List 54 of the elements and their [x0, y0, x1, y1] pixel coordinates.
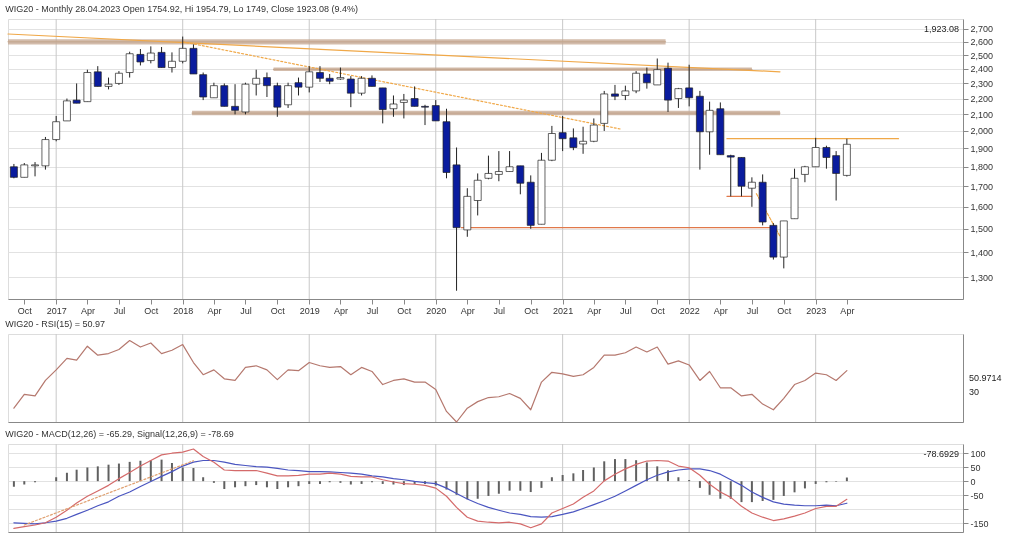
y-tick-label: 2,600 — [970, 37, 994, 48]
x-tick-label: Oct — [524, 305, 539, 316]
x-tick-label: Apr — [460, 305, 475, 316]
x-tick-label: 2023 — [806, 305, 827, 316]
y-tick-label: 2,400 — [970, 64, 994, 75]
y-tick-label: 2,000 — [970, 126, 994, 137]
x-tick-label: Apr — [840, 305, 855, 316]
x-tick-label: Jul — [240, 305, 252, 316]
x-tick-label: Jul — [620, 305, 632, 316]
y-tick-label: -150 — [970, 518, 989, 529]
x-tick-label: 2019 — [299, 305, 320, 316]
x-tick-label: 2018 — [173, 305, 194, 316]
x-tick-label: Oct — [397, 305, 412, 316]
y-tick-label: -50 — [970, 490, 984, 501]
x-tick-label: Oct — [144, 305, 159, 316]
x-tick-label: Apr — [333, 305, 348, 316]
x-tick-label: Oct — [777, 305, 792, 316]
x-tick-label: 2020 — [426, 305, 447, 316]
x-tick-label: Apr — [80, 305, 95, 316]
y-tick-label: 1,900 — [970, 143, 994, 154]
x-tick-label: Apr — [713, 305, 728, 316]
y-tick-label: 2,700 — [970, 24, 994, 35]
x-tick-label: Oct — [270, 305, 286, 316]
chart-title: WIG20 - Monthly 28.04.2023 Open 1754.92, Hi 1954.79, Lo 1749, Close 1923.08 (9.4%) — [5, 4, 358, 15]
y-tick-label: 1,700 — [970, 181, 994, 192]
y-tick-label: 50 — [970, 462, 981, 473]
y-tick-label: 0 — [970, 476, 976, 487]
x-tick-label: 2017 — [46, 305, 67, 316]
x-tick-label: Jul — [493, 305, 506, 316]
y-tick-label: 2,200 — [970, 94, 994, 105]
x-tick-label: Oct — [17, 305, 33, 316]
x-tick-label: 2021 — [553, 305, 574, 316]
y-tick-label: 2,100 — [970, 109, 994, 120]
x-tick-label: Jul — [366, 305, 379, 316]
y-tick-label: 2,300 — [970, 78, 994, 89]
y-tick-label: 1,400 — [970, 247, 994, 258]
chart-title: WIG20 - RSI(15) = 50.97 — [5, 319, 106, 330]
x-tick-label: Apr — [207, 305, 222, 316]
x-tick-label: Apr — [587, 305, 602, 316]
chart-title: WIG20 - MACD(12,26) = -65.29, Signal(12,26,9) = -78.69 — [5, 429, 234, 440]
y-tick-label: 1,500 — [970, 224, 994, 235]
y-tick-label: 1,800 — [970, 162, 994, 173]
text: 30 — [969, 387, 980, 397]
x-tick-label: Jul — [746, 305, 759, 316]
y-tick-label: 1,600 — [970, 202, 994, 213]
y-tick-label: 1,300 — [970, 272, 994, 283]
y-tick-label: 2,500 — [970, 50, 994, 61]
annotation: -78.6929 — [923, 449, 959, 459]
text: 50.9714 — [969, 373, 1002, 383]
x-tick-label: 2022 — [679, 305, 700, 316]
y-tick-label: 100 — [970, 448, 986, 459]
annotation: 1,923.08 — [923, 24, 959, 34]
x-tick-label: Oct — [650, 305, 666, 316]
x-tick-label: Jul — [113, 305, 126, 316]
